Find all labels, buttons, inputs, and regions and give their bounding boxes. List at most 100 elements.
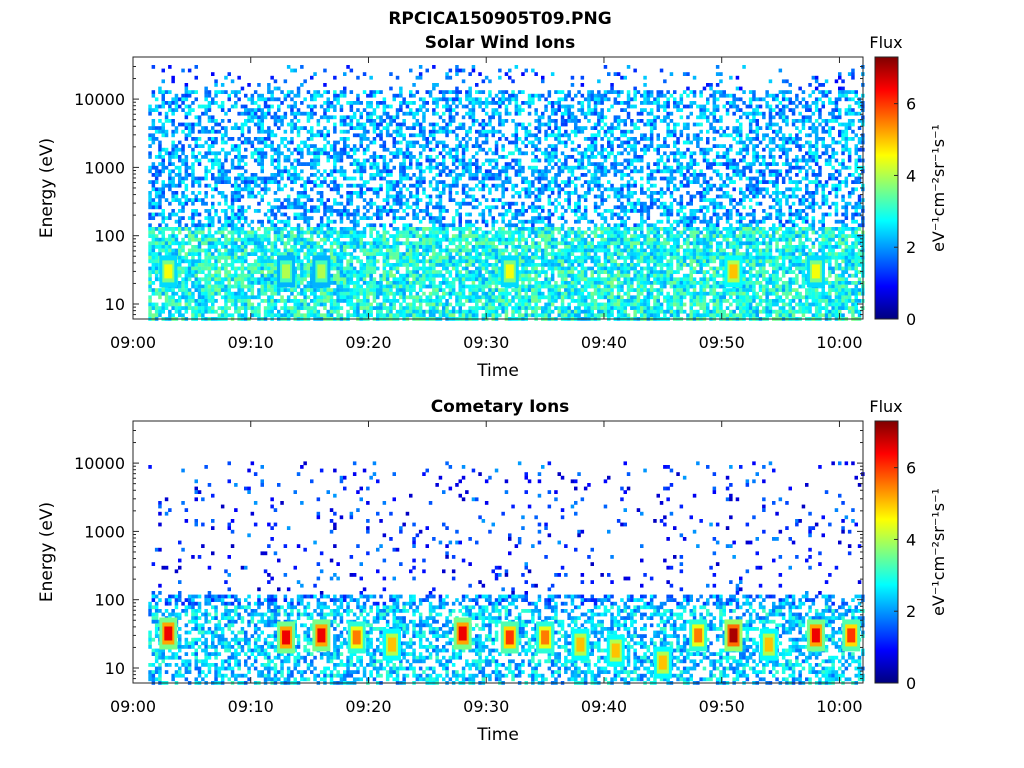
heatmap-cell xyxy=(300,65,304,69)
heatmap-cell xyxy=(548,223,552,227)
heatmap-cell xyxy=(340,209,344,213)
heatmap-cell xyxy=(462,184,466,188)
heatmap-cell xyxy=(280,306,284,310)
heatmap-cell xyxy=(383,267,387,271)
heatmap-cell xyxy=(459,213,463,217)
heatmap-cell xyxy=(501,184,505,188)
heatmap-cell xyxy=(422,101,426,105)
heatmap-cell xyxy=(412,299,416,303)
heatmap-cell xyxy=(534,252,538,256)
heatmap-cell xyxy=(399,281,403,285)
heatmap-cell xyxy=(185,195,189,199)
heatmap-cell xyxy=(254,249,258,253)
heatmap-cell xyxy=(204,299,208,303)
heatmap-cell xyxy=(435,105,439,109)
heatmap-cell xyxy=(462,115,466,119)
heatmap-cell xyxy=(459,177,463,181)
heatmap-cell xyxy=(501,133,505,137)
heatmap-cell xyxy=(452,285,456,289)
heatmap-cell xyxy=(343,87,347,91)
heatmap-cell xyxy=(267,274,271,278)
heatmap-cell xyxy=(534,187,538,191)
heatmap-cell xyxy=(505,299,509,303)
heatmap-cell xyxy=(534,299,538,303)
heatmap-cell xyxy=(204,259,208,263)
heatmap-cell xyxy=(224,180,228,184)
heatmap-cell xyxy=(505,180,509,184)
heatmap-cell xyxy=(548,94,552,98)
heatmap-cell xyxy=(472,249,476,253)
heatmap-cell xyxy=(204,87,208,91)
heatmap-cell xyxy=(307,259,311,263)
heatmap-cell xyxy=(442,313,446,317)
heatmap-cell xyxy=(376,155,380,159)
heatmap-cell xyxy=(478,90,482,94)
heatmap-cell xyxy=(465,166,469,170)
heatmap-cell xyxy=(369,310,373,314)
heatmap-cell xyxy=(327,231,331,235)
heatmap-cell xyxy=(234,252,238,256)
heatmap-cell xyxy=(155,177,159,181)
heatmap-cell xyxy=(148,180,152,184)
heatmap-cell xyxy=(426,205,430,209)
heatmap-cell xyxy=(505,169,509,173)
heatmap-cell xyxy=(409,288,413,292)
heatmap-cell xyxy=(541,285,545,289)
heatmap-cell xyxy=(224,288,228,292)
heatmap-cell xyxy=(224,292,228,296)
heatmap-cell xyxy=(521,227,525,231)
heatmap-cell xyxy=(333,155,337,159)
heatmap-cell xyxy=(214,130,218,134)
heatmap-cell xyxy=(538,220,542,224)
heatmap-cell xyxy=(188,303,192,307)
heatmap-cell xyxy=(544,108,548,112)
heatmap-cell xyxy=(366,115,370,119)
heatmap-cell xyxy=(399,234,403,238)
heatmap-cell xyxy=(303,256,307,260)
heatmap-cell xyxy=(287,105,291,109)
heatmap-cell xyxy=(218,292,222,296)
heatmap-cell xyxy=(277,292,281,296)
heatmap-cell xyxy=(297,310,301,314)
heatmap-cell xyxy=(455,97,459,101)
heatmap-cell xyxy=(297,87,301,91)
heatmap-cell xyxy=(406,198,410,202)
heatmap-cell xyxy=(534,263,538,267)
heatmap-cell xyxy=(158,187,162,191)
heatmap-cell xyxy=(241,209,245,213)
heatmap-cell xyxy=(307,263,311,267)
heatmap-cell xyxy=(419,241,423,245)
heatmap-cell xyxy=(244,187,248,191)
heatmap-cell xyxy=(399,313,403,317)
heatmap-cell xyxy=(201,303,205,307)
heatmap-cell xyxy=(409,101,413,105)
heatmap-cell xyxy=(432,126,436,130)
heatmap-cell xyxy=(538,227,542,231)
heatmap-cell xyxy=(455,144,459,148)
heatmap-cell xyxy=(231,90,235,94)
heatmap-cell xyxy=(300,216,304,220)
heatmap-cell xyxy=(531,241,535,245)
heatmap-cell xyxy=(254,159,258,163)
heatmap-cell xyxy=(534,126,538,130)
heatmap-cell xyxy=(475,97,479,101)
heatmap-cell xyxy=(373,202,377,206)
heatmap-cell xyxy=(492,292,496,296)
heatmap-cell xyxy=(323,249,327,253)
heatmap-cell xyxy=(455,151,459,155)
heatmap-cell xyxy=(165,119,169,123)
heatmap-cell xyxy=(389,292,393,296)
heatmap-cell xyxy=(340,119,344,123)
heatmap-cell xyxy=(468,220,472,224)
heatmap-cell xyxy=(455,249,459,253)
heatmap-cell xyxy=(439,205,443,209)
heatmap-cell xyxy=(333,184,337,188)
heatmap-cell xyxy=(201,306,205,310)
heatmap-cell xyxy=(528,274,532,278)
heatmap-cell xyxy=(244,112,248,116)
heatmap-cell xyxy=(155,303,159,307)
heatmap-cell xyxy=(472,259,476,263)
heatmap-cell xyxy=(468,295,472,299)
heatmap-cell xyxy=(313,184,317,188)
heatmap-cell xyxy=(419,180,423,184)
